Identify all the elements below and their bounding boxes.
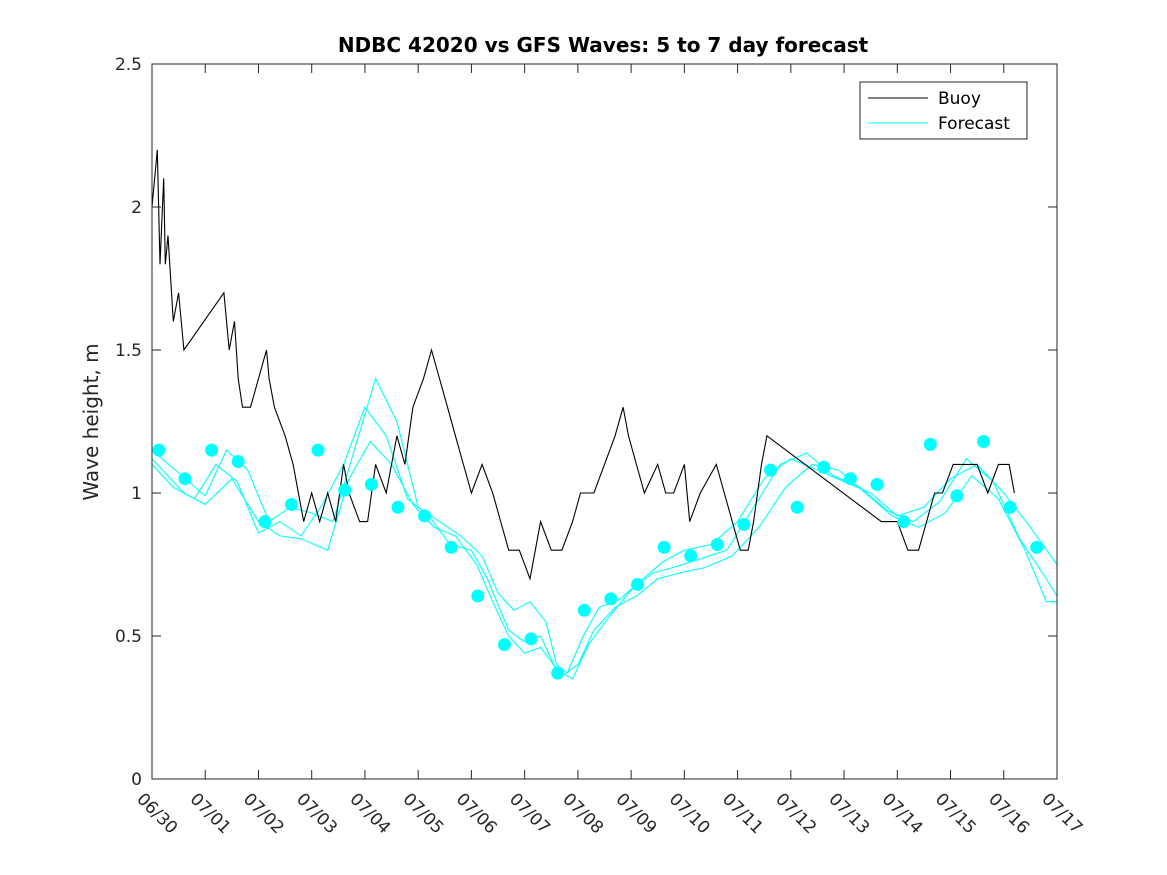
y-tick-label-2: 1 bbox=[131, 484, 142, 504]
x-tick-label-9: 07/09 bbox=[612, 789, 661, 838]
x-tick-label-3: 07/03 bbox=[292, 789, 341, 838]
forecast-marker-2 bbox=[205, 443, 219, 457]
y-tick-label-0: 0 bbox=[131, 770, 142, 790]
forecast-marker-20 bbox=[684, 549, 698, 563]
forecast-marker-14 bbox=[524, 632, 538, 646]
forecast-marker-24 bbox=[790, 500, 804, 514]
plot-area: 00.511.522.506/30 07/01 07/02 07/03 07/04 07/… bbox=[115, 55, 1086, 838]
legend-label-forecast: Forecast bbox=[938, 114, 1010, 134]
forecast-marker-33 bbox=[1030, 540, 1044, 554]
series-line-forecast-2 bbox=[151, 406, 1058, 680]
y-axis-label: Wave height, m bbox=[79, 343, 103, 500]
forecast-marker-0 bbox=[152, 443, 166, 457]
forecast-marker-21 bbox=[710, 537, 724, 551]
x-tick-label-14: 07/14 bbox=[878, 789, 927, 838]
forecast-marker-26 bbox=[843, 472, 857, 486]
forecast-marker-29 bbox=[923, 437, 937, 451]
x-tick-label-6: 07/06 bbox=[452, 789, 501, 838]
forecast-marker-27 bbox=[870, 477, 884, 491]
forecast-marker-19 bbox=[657, 540, 671, 554]
forecast-marker-32 bbox=[1003, 500, 1017, 514]
x-tick-label-16: 07/16 bbox=[984, 789, 1033, 838]
forecast-marker-13 bbox=[497, 638, 511, 652]
forecast-marker-15 bbox=[551, 666, 565, 680]
x-tick-label-2: 07/02 bbox=[239, 789, 288, 838]
forecast-marker-4 bbox=[258, 515, 272, 529]
forecast-marker-9 bbox=[391, 500, 405, 514]
series-line-forecast-3 bbox=[151, 440, 1057, 677]
x-tick-label-11: 07/11 bbox=[718, 789, 767, 838]
y-tick-label-5: 2.5 bbox=[115, 55, 142, 75]
x-tick-label-1: 07/01 bbox=[186, 789, 235, 838]
legend-label-buoy: Buoy bbox=[938, 89, 981, 109]
forecast-marker-5 bbox=[284, 497, 298, 511]
chart-legend: Buoy Forecast bbox=[859, 81, 1028, 140]
x-tick-label-13: 07/13 bbox=[825, 789, 874, 838]
forecast-marker-1 bbox=[178, 472, 192, 486]
chart-title: NDBC 42020 vs GFS Waves: 5 to 7 day fore… bbox=[338, 33, 869, 57]
forecast-marker-6 bbox=[311, 443, 325, 457]
forecast-marker-8 bbox=[364, 477, 378, 491]
forecast-marker-7 bbox=[338, 483, 352, 497]
series-line-buoy-0 bbox=[151, 149, 1015, 581]
forecast-marker-18 bbox=[631, 578, 645, 592]
y-tick-label-3: 1.5 bbox=[115, 341, 142, 361]
y-tick-label-1: 0.5 bbox=[115, 627, 142, 647]
x-tick-label-7: 07/07 bbox=[505, 789, 554, 838]
legend-box bbox=[859, 81, 1028, 140]
x-tick-label-4: 07/04 bbox=[345, 789, 394, 838]
forecast-marker-30 bbox=[950, 489, 964, 503]
x-tick-label-0: 06/30 bbox=[132, 789, 181, 838]
x-tick-label-5: 07/05 bbox=[399, 789, 448, 838]
x-tick-label-8: 07/08 bbox=[558, 789, 607, 838]
axes-box bbox=[151, 63, 1058, 780]
forecast-marker-31 bbox=[977, 435, 991, 449]
x-tick-label-17: 07/17 bbox=[1037, 789, 1086, 838]
y-tick-label-4: 2 bbox=[131, 198, 142, 218]
x-tick-label-10: 07/10 bbox=[665, 789, 714, 838]
forecast-marker-17 bbox=[604, 592, 618, 606]
forecast-marker-22 bbox=[737, 517, 751, 531]
forecast-marker-25 bbox=[817, 460, 831, 474]
forecast-marker-28 bbox=[897, 515, 911, 529]
x-tick-label-15: 07/15 bbox=[931, 789, 980, 838]
forecast-marker-11 bbox=[444, 540, 458, 554]
x-tick-label-12: 07/12 bbox=[771, 789, 820, 838]
forecast-marker-16 bbox=[577, 603, 591, 617]
forecast-marker-12 bbox=[471, 589, 485, 603]
forecast-marker-3 bbox=[231, 455, 245, 469]
forecast-marker-23 bbox=[764, 463, 778, 477]
forecast-marker-10 bbox=[418, 509, 432, 523]
